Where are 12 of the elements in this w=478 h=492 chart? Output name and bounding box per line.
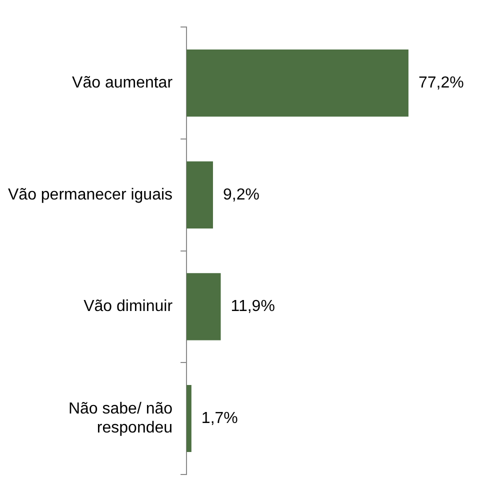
y-tick-label: Não sabe/ não respondeu: [68, 400, 173, 437]
bar: [186, 50, 408, 117]
bar: [186, 273, 221, 340]
data-label: 9,2%: [222, 186, 260, 204]
y-tick-label: Vão diminuir: [84, 298, 174, 316]
y-tick-label: Vão aumentar: [72, 74, 174, 92]
data-label: 77,2%: [418, 74, 464, 92]
bar: [186, 161, 213, 228]
bar: [186, 384, 192, 452]
y-tick-label: Vão permanecer iguais: [8, 186, 173, 204]
data-label: 1,7%: [201, 410, 238, 427]
data-label: 11,9%: [230, 298, 275, 316]
